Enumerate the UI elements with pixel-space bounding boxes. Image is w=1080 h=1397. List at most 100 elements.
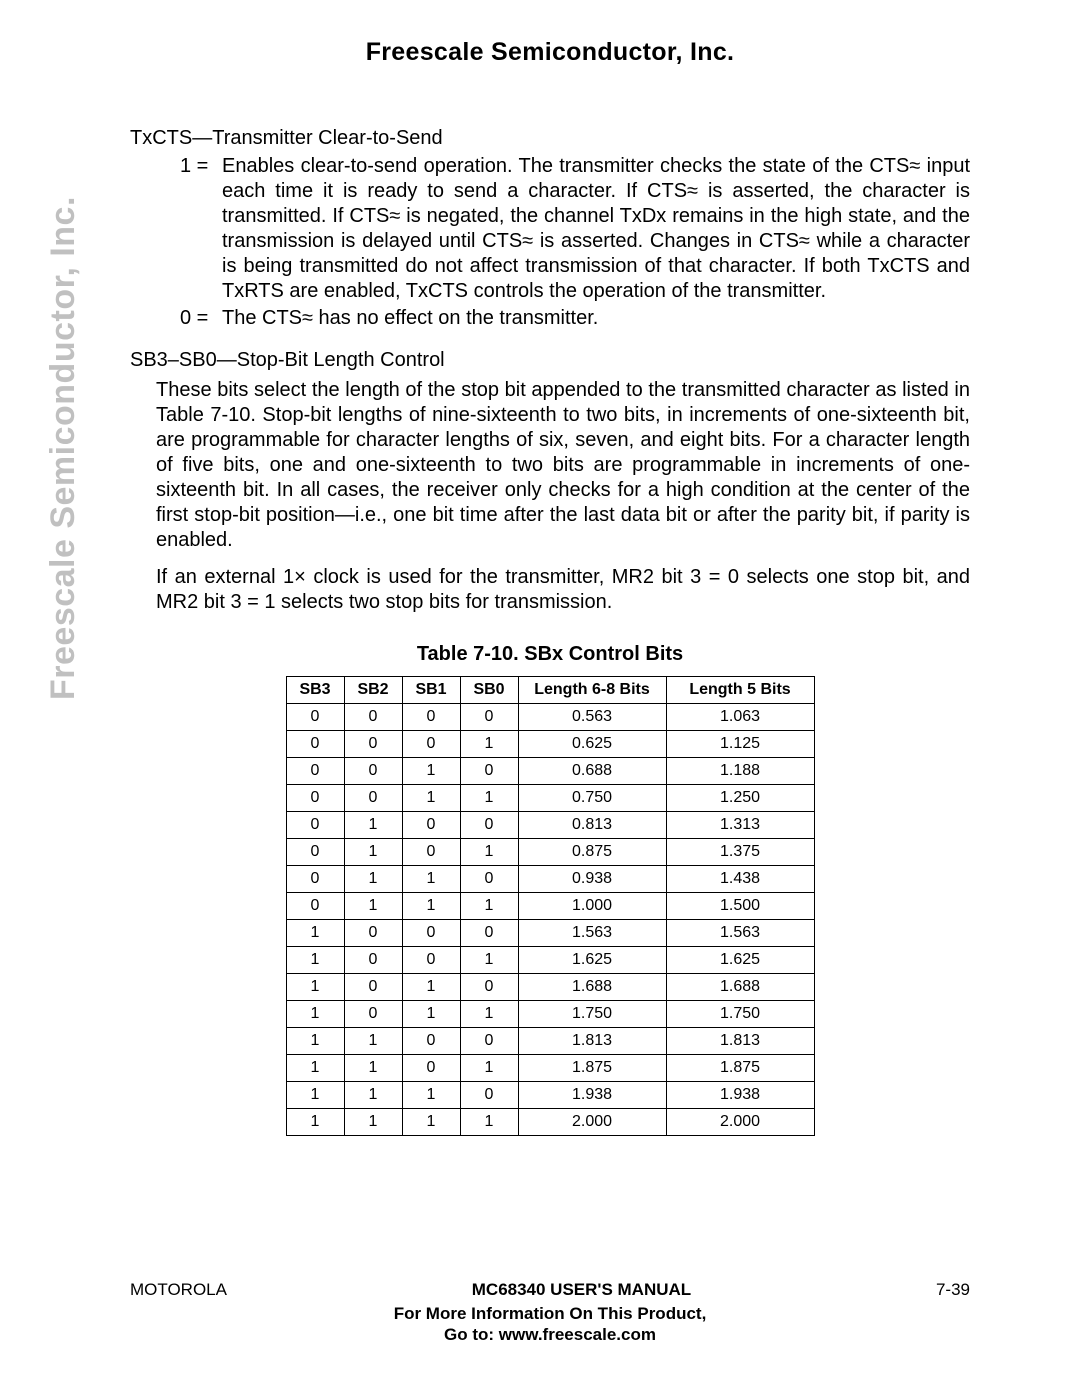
table-cell: 0 [460,758,518,785]
table-cell: 1 [460,947,518,974]
table-row: 11011.8751.875 [286,1055,814,1082]
txcts-def-1: 1 = Enables clear-to-send operation. The… [180,154,970,304]
table-cell: 0 [402,1055,460,1082]
table-row: 00100.6881.188 [286,758,814,785]
table-cell: 0 [286,839,344,866]
table-row: 01111.0001.500 [286,893,814,920]
table-cell: 1.250 [666,785,814,812]
table-cell: 1.313 [666,812,814,839]
table-cell: 0 [286,893,344,920]
table-row: 10001.5631.563 [286,920,814,947]
table-cell: 1 [286,974,344,1001]
table-cell: 1 [460,785,518,812]
sb-title: SB3–SB0—Stop-Bit Length Control [130,349,970,372]
table-cell: 1 [344,1028,402,1055]
table-row: 00010.6251.125 [286,731,814,758]
table-cell: 1.750 [518,1001,666,1028]
table-cell: 1 [344,893,402,920]
table-cell: 0 [286,758,344,785]
table-cell: 1 [286,1001,344,1028]
table-cell: 0 [286,866,344,893]
def-label: 0 = [180,306,222,331]
table-cell: 0 [402,947,460,974]
table-row: 00110.7501.250 [286,785,814,812]
table-cell: 1 [344,1109,402,1136]
table-cell: 1.188 [666,758,814,785]
table-cell: 1 [460,1001,518,1028]
table-row: 11101.9381.938 [286,1082,814,1109]
table-cell: 1.063 [666,704,814,731]
table-cell: 1.688 [518,974,666,1001]
table-cell: 1 [286,1109,344,1136]
table-cell: 1 [402,1082,460,1109]
page-header: Freescale Semiconductor, Inc. [130,38,970,67]
table-cell: 1.563 [518,920,666,947]
table-cell: 0 [344,1001,402,1028]
footer-sub-2: Go to: www.freescale.com [444,1325,656,1344]
def-body: Enables clear-to-send operation. The tra… [222,154,970,304]
table-cell: 1.000 [518,893,666,920]
table-cell: 1 [402,866,460,893]
table-cell: 1 [344,812,402,839]
table-cell: 0 [286,704,344,731]
table-cell: 1 [402,758,460,785]
table-cell: 1 [460,1055,518,1082]
table-cell: 1 [402,893,460,920]
table-cell: 1.750 [666,1001,814,1028]
table-cell: 0.563 [518,704,666,731]
table-cell: 0 [460,704,518,731]
table-row: 11001.8131.813 [286,1028,814,1055]
table-cell: 1.688 [666,974,814,1001]
table-header-row: SB3 SB2 SB1 SB0 Length 6-8 Bits Length 5… [286,677,814,704]
th-len68: Length 6-8 Bits [518,677,666,704]
table-cell: 1.375 [666,839,814,866]
table-cell: 1.813 [666,1028,814,1055]
table-cell: 1.813 [518,1028,666,1055]
table-cell: 1 [344,839,402,866]
table-cell: 0 [344,974,402,1001]
table-cell: 0 [344,758,402,785]
table-cell: 0.875 [518,839,666,866]
table-cell: 0 [286,812,344,839]
table-cell: 0 [460,1028,518,1055]
table-cell: 1.625 [518,947,666,974]
table-cell: 0.625 [518,731,666,758]
table-cell: 0 [344,731,402,758]
table-cell: 0 [286,785,344,812]
table-cell: 0 [402,920,460,947]
table-cell: 0 [460,866,518,893]
page: Freescale Semiconductor, Inc. Freescale … [0,0,1080,1397]
table-cell: 1 [460,839,518,866]
table-row: 11112.0002.000 [286,1109,814,1136]
table-cell: 1.625 [666,947,814,974]
def-body: The CTS≈ has no effect on the transmitte… [222,306,970,331]
def-label: 1 = [180,154,222,304]
txcts-def-0: 0 = The CTS≈ has no effect on the transm… [180,306,970,331]
table-cell: 0 [460,974,518,1001]
table-cell: 0.750 [518,785,666,812]
table-cell: 1.125 [666,731,814,758]
table-cell: 0 [402,812,460,839]
table-cell: 1.938 [518,1082,666,1109]
table-cell: 0.813 [518,812,666,839]
th-len5: Length 5 Bits [666,677,814,704]
txcts-definitions: 1 = Enables clear-to-send operation. The… [180,154,970,331]
th-sb2: SB2 [344,677,402,704]
txcts-title: TxCTS—Transmitter Clear-to-Send [130,127,970,150]
table-cell: 1.438 [666,866,814,893]
table-cell: 1 [286,1055,344,1082]
table-cell: 0 [402,1028,460,1055]
table-cell: 1.500 [666,893,814,920]
table-cell: 1.563 [666,920,814,947]
table-cell: 1 [344,1082,402,1109]
th-sb1: SB1 [402,677,460,704]
table-cell: 1.875 [666,1055,814,1082]
table-cell: 2.000 [666,1109,814,1136]
table-cell: 0 [286,731,344,758]
table-row: 10101.6881.688 [286,974,814,1001]
table-cell: 0 [344,947,402,974]
footer-row: MOTOROLA MC68340 USER'S MANUAL 7-39 [130,1280,970,1300]
table-row: 01100.9381.438 [286,866,814,893]
table-caption: Table 7-10. SBx Control Bits [130,643,970,666]
table-row: 01010.8751.375 [286,839,814,866]
